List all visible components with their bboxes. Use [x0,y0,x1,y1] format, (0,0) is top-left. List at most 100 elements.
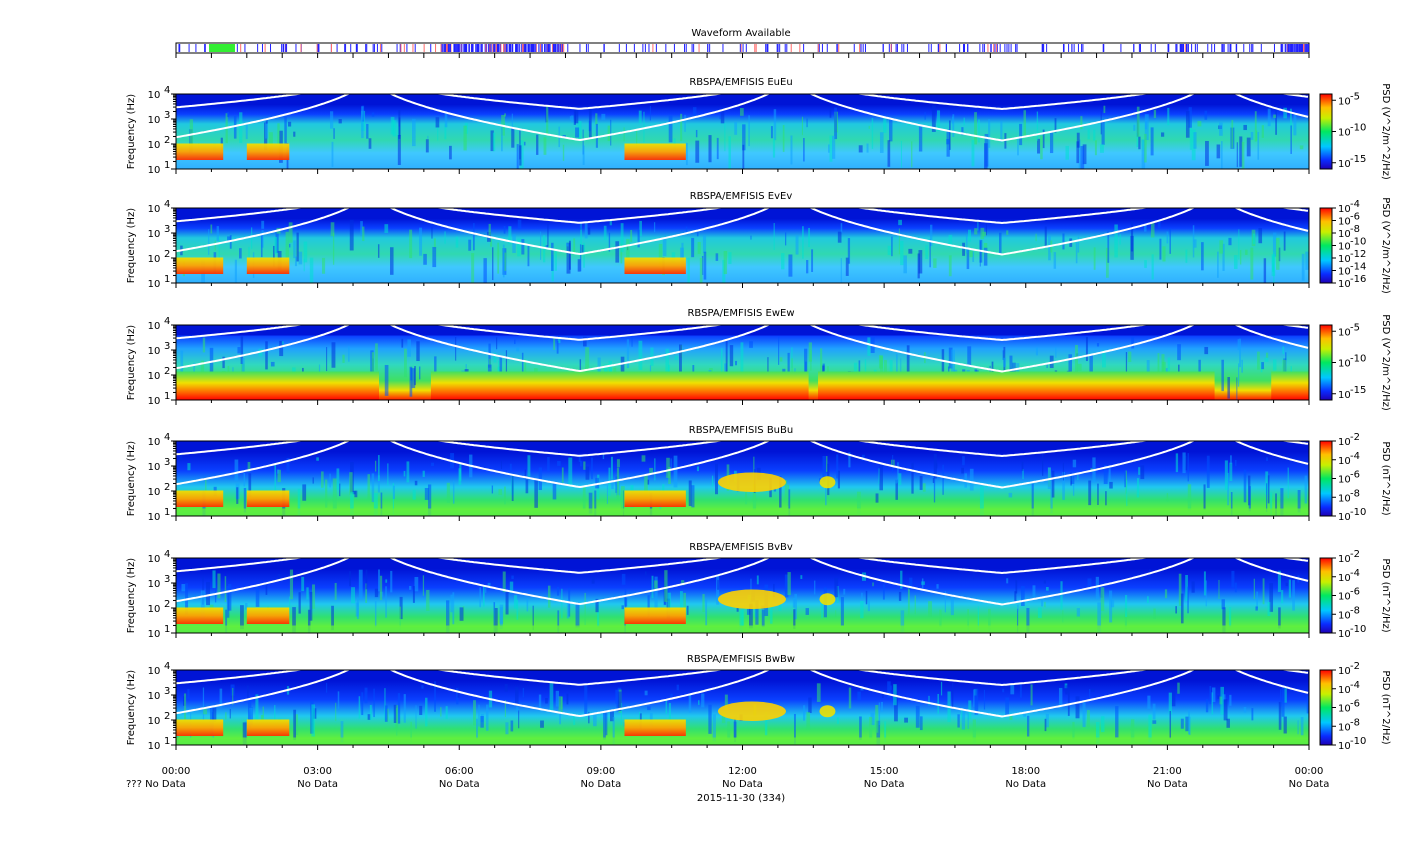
spectrogram-texture [219,688,223,708]
spectrogram-texture [277,123,280,156]
spectrogram-texture [616,459,620,468]
colorbar-tick-exponent: -15 [1350,154,1366,165]
spectrogram-texture [540,720,544,728]
spectrogram-texture [409,585,412,590]
spectrogram-texture [961,127,964,136]
x-sub-label: No Data [439,779,480,790]
spectrogram-texture [748,115,750,147]
spectrogram-texture [493,602,496,633]
spectrogram-texture [593,711,597,727]
spectrogram-texture [338,119,342,124]
spectrogram-texture [898,591,902,601]
spectrogram-texture [918,250,923,274]
spectrogram-texture [1062,610,1064,623]
spectrogram-texture [668,467,671,484]
spectrogram-texture [670,458,672,469]
spectrogram-texture [887,245,892,256]
spectrogram-texture [890,685,892,690]
spectrogram-texture [814,580,816,595]
spectrogram-texture [719,114,721,120]
gyrofrequency-curve [176,208,1309,256]
spectrogram-texture [708,704,712,734]
spectrogram-texture [969,468,974,491]
spectrogram-texture [491,485,494,494]
spectrogram-texture [303,241,308,263]
spectrogram-texture [918,126,923,152]
spectrogram-texture [1062,471,1065,500]
spectrogram-texture [962,242,966,256]
spectrogram-texture [419,705,423,716]
spectrogram-texture [1227,377,1230,399]
spectrogram-texture [247,685,249,701]
spectrogram-texture [1226,718,1230,728]
spectrogram-texture [1043,580,1046,584]
spectrogram-texture [836,454,839,479]
spectrogram-texture [273,245,275,267]
spectrogram-texture [808,227,810,248]
chorus-blob [819,705,836,718]
spectrogram-texture [1255,606,1258,611]
spectrogram-texture [1203,571,1206,596]
colorbar-tick-label: 10 [1338,493,1351,504]
spectrogram-texture [1082,144,1087,165]
spectrogram-texture [419,366,421,380]
spectrogram-texture [202,687,205,720]
spectrogram-texture [274,464,277,498]
colorbar-tick-exponent: -8 [1350,605,1360,616]
spectrogram-texture [1080,145,1085,169]
spectrogram-texture [591,577,595,584]
spectrogram-texture [298,592,301,614]
spectrogram-texture [891,236,893,257]
spectrogram-texture [498,489,503,495]
spectrogram-texture [225,609,228,633]
spectrogram-texture [555,690,559,707]
spectrogram-texture [247,461,251,472]
spectrogram-texture [1085,336,1088,362]
spectrogram-texture [806,712,811,730]
spectrogram-texture [928,601,932,617]
spectrogram-texture [925,245,929,259]
spectrogram-texture [288,222,293,243]
spectrogram-texture [1076,608,1081,617]
spectrogram-texture [233,115,237,139]
spectrogram-texture [1282,346,1285,355]
spectrogram-texture [667,592,671,616]
spectrogram-texture [351,587,356,604]
spectrogram-texture [1272,232,1277,257]
spectrogram-texture [697,700,700,705]
colorbar-tick-exponent: -4 [1350,680,1360,691]
spectrogram-texture [1175,606,1177,614]
spectrogram-texture [527,455,531,477]
spectrogram-texture [1234,459,1237,467]
spectrogram-texture [1224,460,1228,490]
spectrogram-texture [398,110,401,139]
low-band [176,508,1309,516]
spectrogram-texture [468,239,472,251]
spectrogram-texture [900,140,903,168]
spectrogram-texture [487,364,492,374]
spectrogram-texture [791,358,793,376]
colorbar-label: PSD (V^2/m^2/Hz) [1380,314,1391,411]
spectrogram-texture [856,491,861,516]
spectrogram-texture [1203,484,1206,510]
spectrogram-texture [756,575,759,585]
spectrogram-texture [683,592,686,609]
spectrogram-texture [988,119,991,148]
spectrogram-texture [1109,590,1113,623]
spectrogram-texture [409,366,413,397]
spectrogram-texture [1082,701,1086,728]
spectrogram-texture [562,144,565,161]
spectrogram-texture [339,483,341,497]
spectrogram-texture [670,693,673,699]
spectrogram-texture [1304,475,1308,504]
spectrogram-texture [1243,706,1247,713]
spectrogram-texture [739,108,744,116]
spectrogram-texture [773,583,775,598]
spectrogram-texture [1222,243,1225,271]
spectrogram-texture [523,141,526,146]
spectrogram-texture [716,137,719,160]
spectrogram-texture [702,594,705,612]
spectrogram-texture [422,470,425,477]
spectrogram-texture [203,708,208,715]
spectrogram-texture [1223,699,1228,721]
